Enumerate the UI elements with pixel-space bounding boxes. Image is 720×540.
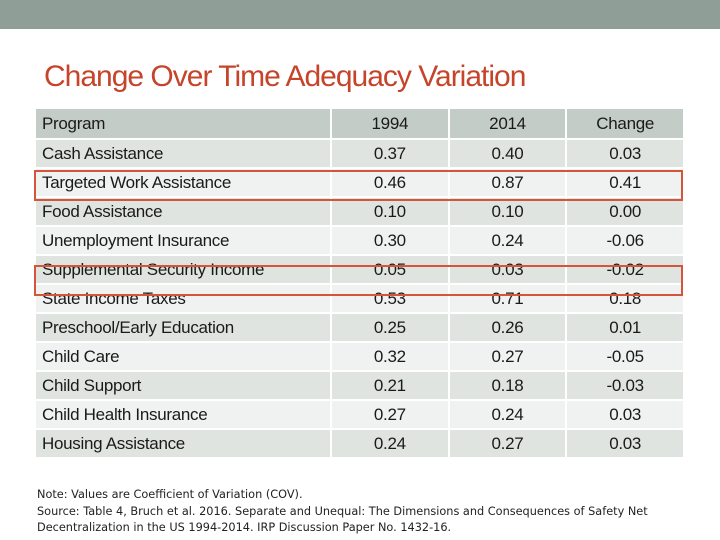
change-cell: 0.00 [565,198,683,227]
change-cell: 0.01 [565,314,683,343]
change-cell: 0.41 [565,169,683,198]
source-line-continued: Decentralization in the US 1994-2014. IR… [37,521,452,534]
source-note: Note: Values are Coefficient of Variatio… [37,487,697,537]
change-cell: -0.06 [565,227,683,256]
program-cell: Cash Assistance [36,140,330,169]
value-1994-cell: 0.32 [330,343,448,372]
value-1994-cell: 0.10 [330,198,448,227]
program-cell: Housing Assistance [36,430,330,459]
value-2014-cell: 0.24 [447,227,566,256]
program-cell: Preschool/Early Education [36,314,330,343]
table-row: State Income Taxes 0.53 0.71 0.18 [36,285,683,314]
value-2014-cell: 0.87 [447,169,566,198]
change-cell: 0.03 [565,430,683,459]
value-2014-cell: 0.18 [447,372,566,401]
value-1994-cell: 0.27 [330,401,448,430]
change-cell: -0.02 [565,256,683,285]
program-cell: Targeted Work Assistance [36,169,330,198]
program-cell: Unemployment Insurance [36,227,330,256]
value-2014-cell: 0.10 [447,198,566,227]
value-2014-cell: 0.24 [447,401,566,430]
value-2014-cell: 0.26 [447,314,566,343]
table-row: Unemployment Insurance 0.30 0.24 -0.06 [36,227,683,256]
value-2014-cell: 0.40 [447,140,566,169]
header-change: Change [565,109,683,140]
header-program: Program [36,109,330,140]
table-row: Child Support 0.21 0.18 -0.03 [36,372,683,401]
value-1994-cell: 0.46 [330,169,448,198]
note-line: Note: Values are Coefficient of Variatio… [37,488,303,501]
value-1994-cell: 0.53 [330,285,448,314]
table-header-row: Program 1994 2014 Change [36,109,683,140]
value-1994-cell: 0.30 [330,227,448,256]
value-1994-cell: 0.24 [330,430,448,459]
value-2014-cell: 0.03 [447,256,566,285]
table-row: Child Care 0.32 0.27 -0.05 [36,343,683,372]
table-row: Housing Assistance 0.24 0.27 0.03 [36,430,683,459]
value-1994-cell: 0.05 [330,256,448,285]
table-row: Cash Assistance 0.37 0.40 0.03 [36,140,683,169]
table-row: Food Assistance 0.10 0.10 0.00 [36,198,683,227]
header-1994: 1994 [330,109,448,140]
header-2014: 2014 [447,109,566,140]
source-line: Source: Table 4, Bruch et al. 2016. Sepa… [37,504,648,518]
program-cell: Child Support [36,372,330,401]
table-row: Supplemental Security Income 0.05 0.03 -… [36,256,683,285]
value-2014-cell: 0.27 [447,430,566,459]
program-cell: Child Care [36,343,330,372]
change-cell: -0.05 [565,343,683,372]
change-cell: 0.03 [565,401,683,430]
table-row: Targeted Work Assistance 0.46 0.87 0.41 [36,169,683,198]
change-cell: -0.03 [565,372,683,401]
slide-title: Change Over Time Adequacy Variation [44,60,526,93]
program-cell: Supplemental Security Income [36,256,330,285]
value-1994-cell: 0.21 [330,372,448,401]
top-banner [0,0,720,29]
value-1994-cell: 0.25 [330,314,448,343]
program-cell: Child Health Insurance [36,401,330,430]
value-2014-cell: 0.27 [447,343,566,372]
value-1994-cell: 0.37 [330,140,448,169]
program-cell: State Income Taxes [36,285,330,314]
program-cell: Food Assistance [36,198,330,227]
cov-table: Program 1994 2014 Change Cash Assistance… [36,109,683,459]
table-row: Preschool/Early Education 0.25 0.26 0.01 [36,314,683,343]
change-cell: 0.18 [565,285,683,314]
change-cell: 0.03 [565,140,683,169]
table-row: Child Health Insurance 0.27 0.24 0.03 [36,401,683,430]
value-2014-cell: 0.71 [447,285,566,314]
